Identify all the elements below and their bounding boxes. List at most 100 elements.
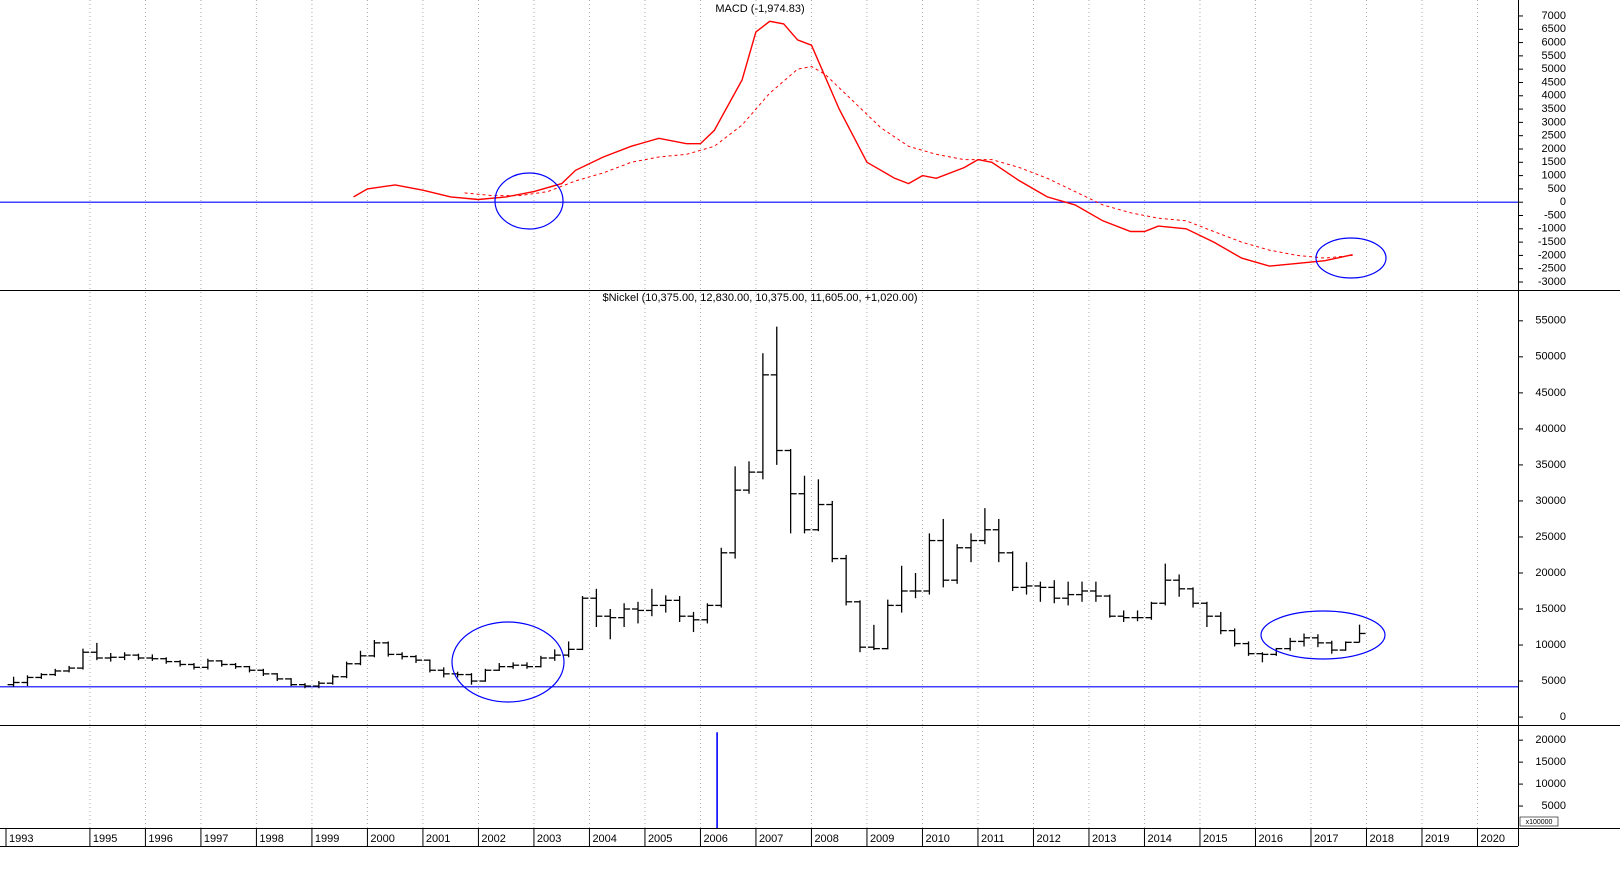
ohlc-bar (1103, 594, 1116, 618)
ohlc-bar (840, 554, 853, 606)
highlight-ellipse (451, 621, 565, 703)
x-tick-label: 2016 (1258, 833, 1282, 845)
y-tick-label: -2500 (1538, 263, 1566, 275)
ohlc-bar (1145, 601, 1158, 620)
x-tick-label: 2009 (870, 833, 894, 845)
ohlc-bar (1228, 628, 1241, 647)
ohlc-bar (645, 588, 658, 617)
x-tick-label: 1997 (204, 833, 228, 845)
y-tick-label: 40000 (1535, 423, 1566, 435)
ohlc-bar (146, 654, 159, 661)
x-tick-label: 2015 (1203, 833, 1227, 845)
ohlc-bar (271, 673, 284, 682)
x-tick-label: 2004 (592, 833, 616, 845)
ohlc-bar (673, 596, 686, 622)
x-tick-label: 2013 (1092, 833, 1116, 845)
ohlc-bar (21, 675, 34, 687)
ohlc-bar (257, 668, 270, 677)
x-tick-label: 2019 (1425, 833, 1449, 845)
ohlc-bar (1325, 640, 1338, 654)
x-tick-label: 1996 (148, 833, 172, 845)
y-tick-label: 6500 (1542, 23, 1566, 35)
ohlc-bar (312, 681, 325, 689)
ohlc-bar (409, 655, 422, 664)
x-tick-label: 2002 (481, 833, 505, 845)
y-tick-label: 4000 (1542, 90, 1566, 102)
y-tick-label: 10000 (1535, 778, 1566, 790)
y-tick-label: 55000 (1535, 315, 1566, 327)
y-tick-label: 25000 (1535, 531, 1566, 543)
y-tick-label: 5000 (1542, 800, 1566, 812)
ohlc-bar (590, 588, 603, 628)
ohlc-bar (132, 653, 145, 661)
ohlc-bar (465, 673, 478, 685)
x-tick-label: 1993 (9, 833, 33, 845)
ohlc-bar (1284, 637, 1297, 651)
y-tick-label: 6000 (1542, 36, 1566, 48)
ohlc-bar (1242, 641, 1255, 656)
ohlc-bar (215, 660, 228, 667)
ohlc-bar (354, 650, 367, 666)
ohlc-bar (1089, 581, 1102, 602)
y-tick-label: 7000 (1542, 10, 1566, 22)
ohlc-bar (1006, 551, 1019, 591)
ohlc-bar (604, 609, 617, 640)
ohlc-bar (756, 353, 769, 480)
y-tick-label: 35000 (1535, 459, 1566, 471)
unit-label: x100000 (1526, 819, 1553, 826)
y-tick-label: 50000 (1535, 351, 1566, 363)
x-tick-label: 2017 (1314, 833, 1338, 845)
ohlc-bar (701, 603, 714, 624)
y-tick-label: 0 (1560, 711, 1566, 723)
ohlc-bar (951, 544, 964, 584)
x-tick-label: 2006 (703, 833, 727, 845)
y-tick-label: 500 (1548, 183, 1566, 195)
x-tick-label: 2012 (1036, 833, 1060, 845)
ohlc-bar (618, 603, 631, 628)
ohlc-bar (826, 500, 839, 563)
y-tick-label: 15000 (1535, 756, 1566, 768)
ohlc-bar (201, 658, 214, 670)
ohlc-bar (965, 533, 978, 563)
ohlc-bar (1048, 580, 1061, 604)
ohlc-bar (298, 683, 311, 689)
ohlc-bar (1117, 610, 1130, 622)
ohlc-bar (520, 662, 533, 669)
y-tick-label: 3500 (1542, 103, 1566, 115)
ohlc-bar (1214, 611, 1227, 635)
ohlc-bar (881, 599, 894, 650)
ohlc-bar (715, 547, 728, 608)
ohlc-bar (1353, 624, 1366, 643)
y-tick-label: 0 (1560, 196, 1566, 208)
y-tick-label: -3000 (1538, 276, 1566, 288)
y-tick-label: 1500 (1542, 156, 1566, 168)
x-tick-label: 2018 (1369, 833, 1393, 845)
ohlc-bar (1339, 641, 1352, 651)
ohlc-bar (479, 668, 492, 682)
macd-title: MACD (-1,974.83) (715, 3, 804, 15)
x-tick-label: 2014 (1147, 833, 1171, 845)
x-tick-label: 1995 (93, 833, 117, 845)
highlight-ellipse (494, 172, 564, 230)
plot-layer: -3000-2500-2000-1500-1000-50005001000150… (0, 0, 1620, 847)
ohlc-bar (812, 479, 825, 532)
ohlc-bar (687, 611, 700, 633)
ohlc-bar (1256, 652, 1269, 663)
y-tick-label: 4500 (1542, 76, 1566, 88)
ohlc-bar (493, 663, 506, 671)
ohlc-bar (368, 639, 381, 658)
y-tick-label: 5500 (1542, 50, 1566, 62)
ohlc-bar (632, 601, 645, 624)
ohlc-bar (659, 595, 672, 613)
ohlc-bar (326, 674, 339, 685)
unit-box (1519, 816, 1559, 827)
y-tick-label: -1000 (1538, 223, 1566, 235)
ohlc-bar (243, 665, 256, 673)
ohlc-bar (396, 652, 409, 660)
ohlc-bar (49, 668, 62, 677)
ohlc-bar (576, 596, 589, 651)
y-tick-label: 30000 (1535, 495, 1566, 507)
ohlc-bar (104, 652, 117, 662)
ohlc-bar (382, 641, 395, 657)
ohlc-bar (1173, 574, 1186, 597)
